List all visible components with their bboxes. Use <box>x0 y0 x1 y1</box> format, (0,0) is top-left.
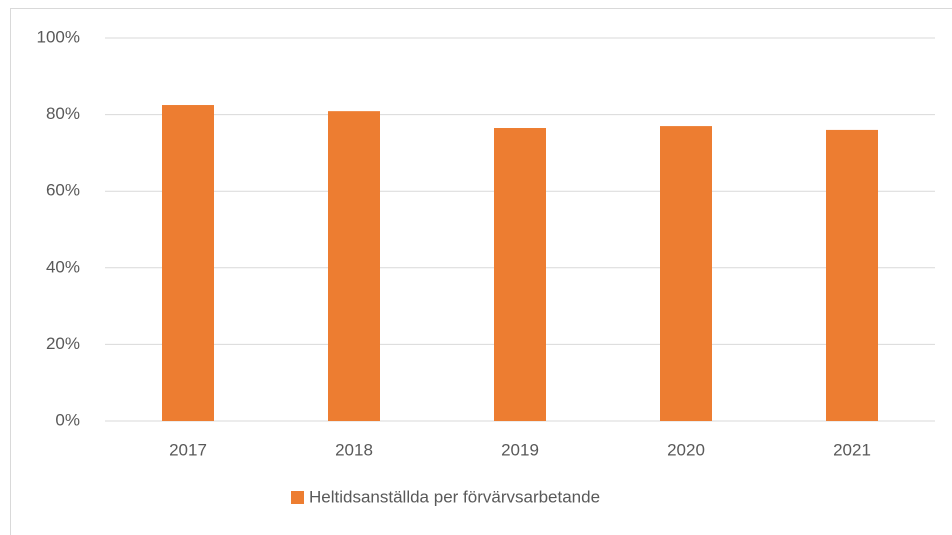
chart-frame <box>10 8 952 535</box>
x-tick-label: 2021 <box>833 440 871 459</box>
y-tick-label: 100% <box>37 27 80 46</box>
bar <box>162 105 214 422</box>
bar <box>826 129 878 422</box>
bar <box>660 126 712 421</box>
x-tick-label: 2018 <box>335 440 373 459</box>
y-tick-label: 40% <box>46 257 80 276</box>
y-tick-label: 80% <box>46 104 80 123</box>
legend-label: Heltidsanställda per förvärvsarbetande <box>309 487 600 506</box>
bar <box>494 128 546 421</box>
legend-swatch <box>291 491 304 504</box>
x-tick-label: 2019 <box>501 440 539 459</box>
x-tick-label: 2020 <box>667 440 705 459</box>
x-tick-label: 2017 <box>169 440 207 459</box>
bar <box>328 111 380 421</box>
y-tick-label: 60% <box>46 181 80 200</box>
y-tick-label: 20% <box>46 334 80 353</box>
y-tick-label: 0% <box>55 410 80 429</box>
